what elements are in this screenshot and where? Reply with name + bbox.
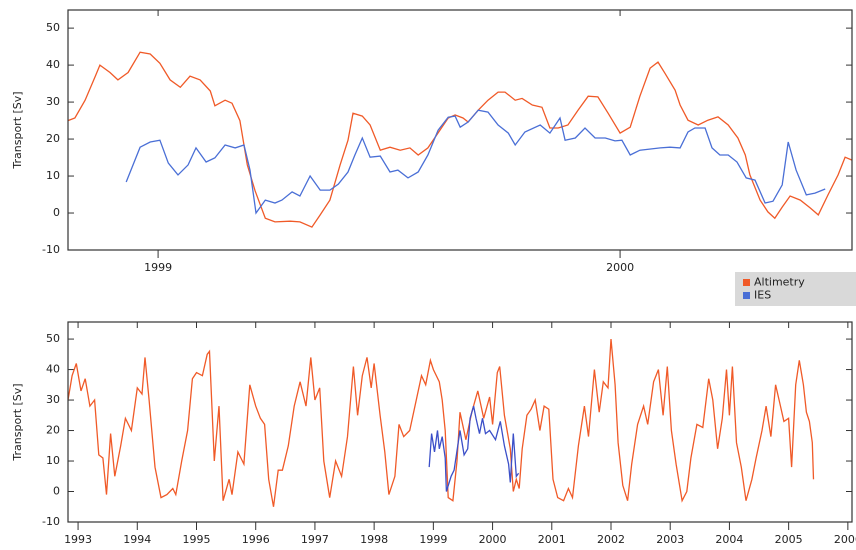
legend-swatch [743, 279, 750, 286]
x-tick-label: 2006 [834, 533, 856, 546]
y-tick-label: 50 [46, 21, 60, 34]
legend-label: Altimetry [754, 276, 805, 289]
y-tick-label: 50 [46, 332, 60, 345]
series-line [428, 405, 520, 492]
y-tick-label: -10 [42, 515, 60, 528]
x-tick-label: 1999 [419, 533, 447, 546]
x-tick-label: 1993 [64, 533, 92, 546]
series-line [68, 339, 815, 507]
y-tick-label: 20 [46, 132, 60, 145]
x-tick-label: 2002 [597, 533, 625, 546]
x-tick-label: 1998 [360, 533, 388, 546]
y-tick-label: 40 [46, 363, 60, 376]
x-tick-label: 1999 [144, 261, 172, 274]
x-tick-label: 2003 [656, 533, 684, 546]
x-tick-label: 1994 [123, 533, 151, 546]
y-tick-label: 20 [46, 424, 60, 437]
legend-label: IES [754, 289, 771, 302]
x-tick-label: 2000 [479, 533, 507, 546]
legend-box [735, 272, 856, 306]
y-tick-label: 30 [46, 393, 60, 406]
y-tick-label: 0 [53, 485, 60, 498]
y-tick-label: 40 [46, 58, 60, 71]
y-axis-label: Transport [Sv] [11, 383, 24, 461]
x-tick-label: 1996 [242, 533, 270, 546]
y-tick-label: -10 [42, 243, 60, 256]
legend-swatch [743, 292, 750, 299]
series-line [125, 109, 826, 215]
x-tick-label: 2001 [538, 533, 566, 546]
y-tick-label: 10 [46, 454, 60, 467]
x-tick-label: 2000 [606, 261, 634, 274]
x-tick-label: 2004 [715, 533, 743, 546]
x-tick-label: 2005 [775, 533, 803, 546]
y-tick-label: 30 [46, 95, 60, 108]
x-tick-label: 1995 [182, 533, 210, 546]
y-tick-label: 0 [53, 206, 60, 219]
x-tick-label: 1997 [301, 533, 329, 546]
y-axis-label: Transport [Sv] [11, 91, 24, 169]
plot-frame [67, 9, 853, 251]
series-line [68, 51, 852, 228]
plot-frame [67, 321, 853, 523]
y-tick-label: 10 [46, 169, 60, 182]
